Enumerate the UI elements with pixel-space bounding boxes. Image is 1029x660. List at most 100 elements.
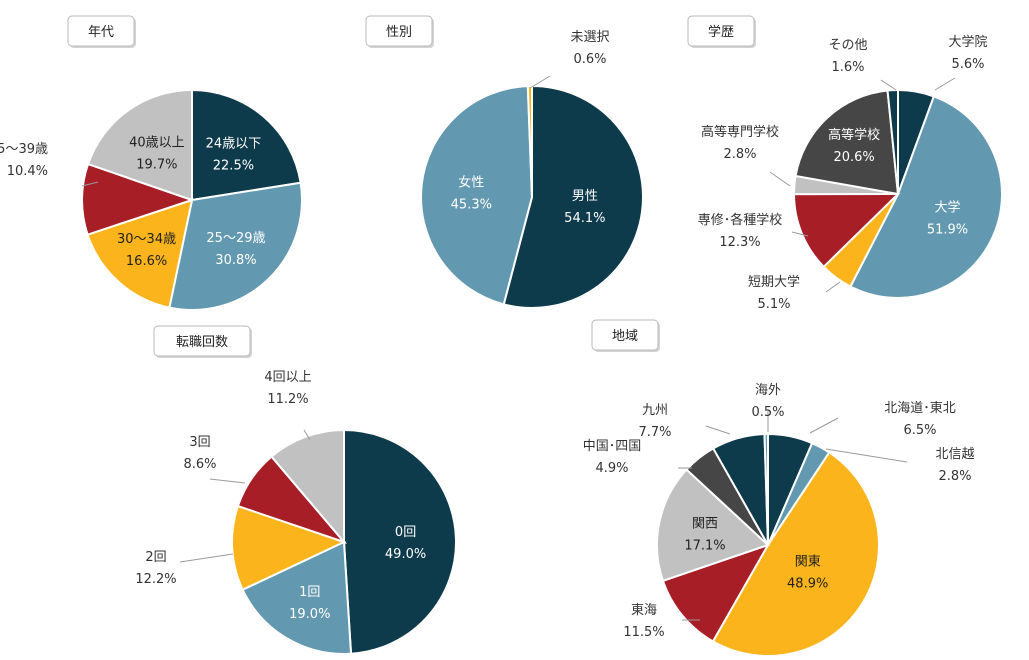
chart-title: 学歴 xyxy=(708,24,734,40)
slice-name-label: 40歳以上 xyxy=(129,136,185,151)
slice-value-label: 12.3% xyxy=(719,235,760,250)
chart-title-box xyxy=(67,15,135,47)
slice-value-label: 5.1% xyxy=(757,297,790,312)
slice-value-label: 2.8% xyxy=(723,147,756,162)
leader-line xyxy=(705,425,731,435)
leader-line xyxy=(209,478,246,484)
slice-value-label: 0.5% xyxy=(751,405,784,420)
slice-name-label: 東海 xyxy=(631,602,657,618)
leader-line xyxy=(769,171,791,187)
slice-value-label: 48.9% xyxy=(787,576,828,591)
slice-name-label: 女性 xyxy=(458,174,484,190)
slice-value-label: 19.0% xyxy=(289,607,330,622)
slice-name-label: 関東 xyxy=(795,553,821,569)
slice-value-label: 2.8% xyxy=(938,469,971,484)
slice-value-label: 20.6% xyxy=(833,150,874,165)
slice-name-label: その他 xyxy=(828,38,867,53)
leader-line xyxy=(303,429,311,441)
slice-name-label: 高等専門学校 xyxy=(701,124,779,140)
chart-title-box xyxy=(153,325,251,357)
slice-name-label: 大学 xyxy=(935,200,961,216)
chart-title: 性別 xyxy=(386,25,412,40)
chart-title-box xyxy=(365,15,433,47)
chart-title: 年代 xyxy=(88,25,114,40)
pie-slice xyxy=(81,162,196,236)
slice-value-label: 54.1% xyxy=(564,211,605,226)
slice-value-label: 19.7% xyxy=(136,158,177,173)
pie-slice xyxy=(231,504,347,592)
slice-name-label: 大学院 xyxy=(948,34,987,50)
leader-line xyxy=(934,77,956,91)
pie-slice xyxy=(656,468,770,583)
leader-line xyxy=(179,553,234,563)
slice-name-label: 4回以上 xyxy=(264,370,311,385)
slice-name-label: 九州 xyxy=(642,403,668,418)
slice-name-label: 25～29歳 xyxy=(206,231,265,246)
slice-name-label: 3回 xyxy=(189,435,210,450)
pie-slice xyxy=(502,84,644,309)
pie-slice xyxy=(420,85,534,306)
pie-slice xyxy=(763,432,769,546)
pie-slice xyxy=(168,181,303,311)
slice-value-label: 16.6% xyxy=(126,254,167,269)
slice-value-label: 11.2% xyxy=(267,392,308,407)
slice-value-label: 7.7% xyxy=(638,425,671,440)
slice-name-label: 男性 xyxy=(572,189,598,204)
slice-name-label: 35～39歳 xyxy=(0,142,48,157)
leader-line xyxy=(825,448,908,463)
slice-value-label: 49.0% xyxy=(385,547,426,562)
chart-title: 転職回数 xyxy=(176,335,228,350)
slice-value-label: 17.1% xyxy=(684,539,725,554)
slice-value-label: 12.2% xyxy=(135,572,176,587)
slice-value-label: 30.8% xyxy=(215,253,256,268)
slice-name-label: 関西 xyxy=(692,517,718,532)
leader-line xyxy=(825,281,841,293)
pie-slice xyxy=(241,540,353,655)
chart-title: 地域 xyxy=(612,329,638,344)
pie-slice xyxy=(794,89,900,196)
slice-value-label: 45.3% xyxy=(451,197,492,212)
pie-slice xyxy=(661,543,771,643)
leader-line xyxy=(81,181,99,187)
slice-value-label: 6.5% xyxy=(903,423,936,438)
leader-line xyxy=(791,231,809,237)
leader-line xyxy=(529,75,551,89)
slice-name-label: 北信越 xyxy=(935,447,974,462)
pie-slice xyxy=(270,428,345,545)
slice-value-label: 10.4% xyxy=(7,164,48,179)
slice-name-label: 専修･各種学校 xyxy=(698,212,783,228)
pie-slice xyxy=(886,88,899,195)
pie-slice xyxy=(191,88,302,202)
pie-slice xyxy=(849,95,1003,299)
slice-value-label: 8.6% xyxy=(183,457,216,472)
slice-name-label: 未選択 xyxy=(570,30,609,45)
slice-value-label: 11.5% xyxy=(623,625,664,640)
leader-line xyxy=(880,79,897,91)
slice-value-label: 0.6% xyxy=(573,52,606,67)
pie-slice xyxy=(343,428,457,655)
slice-name-label: 中国･四国 xyxy=(583,439,642,454)
chart-title-box xyxy=(687,15,755,47)
pie-slice xyxy=(86,88,193,202)
chart-title-box xyxy=(591,319,659,351)
slice-value-label: 4.9% xyxy=(595,461,628,476)
slice-value-label: 1.6% xyxy=(831,60,864,75)
slice-name-label: 短期大学 xyxy=(748,274,800,290)
slice-name-label: 高等学校 xyxy=(828,127,880,143)
pie-slice xyxy=(526,84,533,198)
slice-name-label: 0回 xyxy=(395,525,416,540)
pie-chart-1: 年代 24歳以下 22.5% 25～29歳 30.8% 30～34歳 16.6% 35～39歳… xyxy=(0,15,303,311)
slice-value-label: 51.9% xyxy=(927,223,968,238)
slice-name-label: 1回 xyxy=(299,585,320,600)
slice-name-label: 海外 xyxy=(755,383,781,398)
leader-line xyxy=(809,417,839,434)
slice-name-label: 2回 xyxy=(145,550,166,565)
pie-slice xyxy=(792,192,901,269)
slice-value-label: 22.5% xyxy=(213,158,254,173)
slice-name-label: 北海道･東北 xyxy=(884,400,956,416)
slice-name-label: 30～34歳 xyxy=(117,232,176,247)
